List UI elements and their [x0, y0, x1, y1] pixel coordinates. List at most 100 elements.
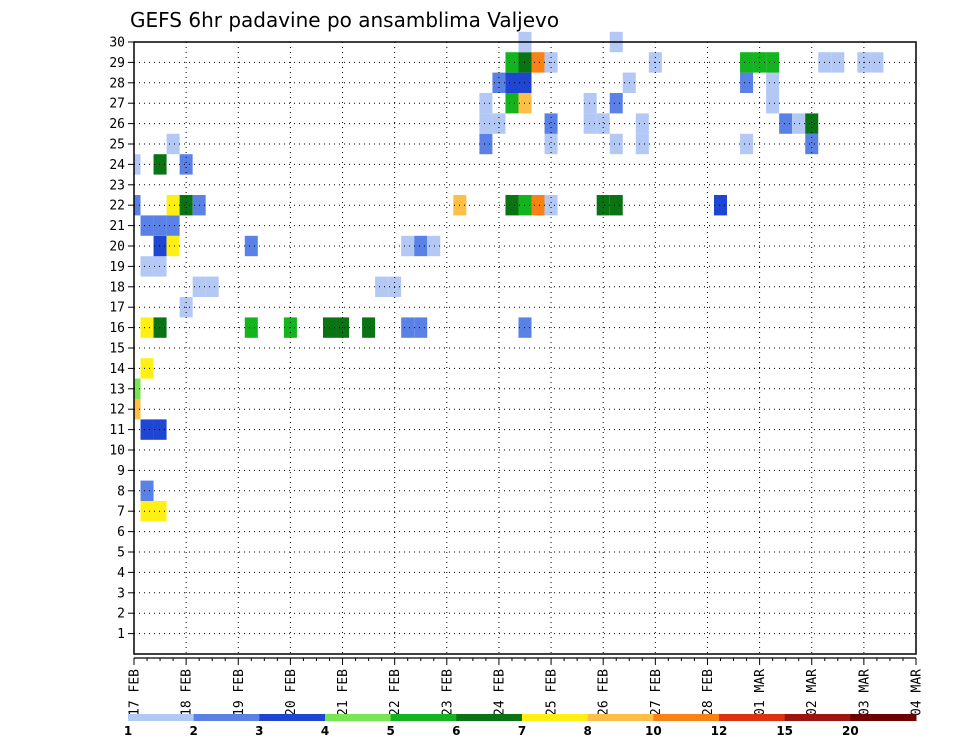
heatmap-cell [134, 378, 141, 399]
heatmap-cell [479, 113, 493, 134]
x-tick-label: 24 FEB [492, 669, 507, 716]
heatmap-cell [401, 235, 415, 257]
heatmap-cell [140, 480, 154, 501]
heatmap-cell [140, 358, 154, 379]
x-tick-label: 01 MAR [753, 669, 768, 716]
x-tick-label: 03 MAR [857, 669, 872, 716]
heatmap-cell [134, 399, 141, 420]
y-tick-label: 25 [109, 138, 125, 153]
heatmap-cell [870, 52, 884, 73]
heatmap-cell [766, 52, 780, 73]
y-tick-label: 13 [109, 382, 125, 397]
colorbar-segment [390, 714, 457, 721]
colorbar-label: 8 [583, 724, 591, 738]
y-tick-label: 27 [109, 97, 125, 112]
heatmap-cell [505, 93, 519, 114]
x-tick-label: 04 MAR [910, 669, 925, 716]
colorbar-label: 20 [842, 724, 859, 738]
colorbar-label: 10 [645, 724, 662, 738]
colorbar-segment [325, 714, 392, 721]
y-tick-label: 16 [109, 321, 125, 336]
colorbar-segment [456, 714, 523, 721]
heatmap-cell [609, 133, 623, 155]
colorbar: 1 2 3 4 5 6 7 8 10 12 15 20 [124, 714, 917, 738]
x-tick-label: 23 FEB [440, 669, 455, 716]
heatmap-cell [505, 52, 519, 73]
heatmap-cell [531, 195, 545, 216]
y-tick-label: 21 [109, 219, 125, 234]
heatmap-cell [505, 72, 519, 93]
y-tick-label: 26 [109, 117, 125, 132]
colorbar-label: 5 [386, 724, 394, 738]
heatmap-cell [831, 52, 845, 73]
heatmap-cell [362, 317, 376, 338]
heatmap-cell [244, 317, 258, 338]
y-tick-label: 2 [117, 607, 125, 622]
heatmap-cell [153, 419, 167, 440]
colorbar-segment [587, 714, 654, 721]
y-tick-label: 28 [109, 76, 125, 91]
heatmap-cell [166, 215, 180, 236]
heatmap-cell [166, 195, 180, 216]
colorbar-segment [522, 714, 589, 721]
x-tick-label: 26 FEB [597, 669, 612, 716]
heatmap-cell [140, 501, 154, 522]
y-tick-label: 30 [109, 36, 125, 51]
colorbar-label: 4 [321, 724, 329, 738]
heatmap-cell [153, 235, 167, 257]
y-tick-label: 11 [109, 423, 125, 438]
heatmap-cell [596, 113, 610, 134]
heatmap-cell [713, 195, 728, 216]
colorbar-label: 15 [776, 724, 793, 738]
heatmap-cell [140, 317, 154, 338]
heatmap-cell [153, 317, 167, 338]
heatmap-cell [596, 195, 610, 216]
y-tick-label: 3 [117, 586, 125, 601]
heatmap-cell [583, 93, 597, 114]
heatmap-cell [179, 195, 193, 216]
x-tick-label: 22 FEB [388, 669, 403, 716]
y-tick-label: 7 [117, 505, 125, 520]
heatmap-cell [544, 133, 558, 155]
y-tick-label: 5 [117, 546, 125, 561]
heatmap-cell [427, 235, 441, 257]
y-tick-label: 14 [109, 362, 125, 377]
x-tick-label: 19 FEB [232, 669, 247, 716]
heatmap-cell [414, 317, 428, 338]
y-tick-label: 12 [109, 403, 125, 418]
colorbar-segment [128, 714, 195, 721]
heatmap-cell [635, 113, 649, 134]
y-tick-label: 20 [109, 240, 125, 255]
x-tick-label: 27 FEB [649, 669, 664, 716]
heatmap-cell [153, 154, 167, 175]
heatmap-cell [140, 419, 154, 440]
x-tick-label: 20 FEB [284, 669, 299, 716]
heatmap-cell [740, 52, 754, 73]
heatmap-cell [153, 256, 167, 277]
colorbar-label: 12 [711, 724, 728, 738]
heatmap-cell [805, 133, 819, 155]
heatmap-cell [205, 276, 219, 297]
heatmap-cell [166, 133, 180, 155]
x-tick-label: 02 MAR [805, 669, 820, 716]
heatmap-cell [609, 93, 623, 114]
colorbar-segment [653, 714, 720, 721]
heatmap-cell [179, 154, 193, 175]
heatmap-cell [805, 113, 819, 134]
heatmap-cell [492, 113, 506, 134]
y-tick-label: 17 [109, 301, 125, 316]
heatmap-cell [766, 72, 780, 93]
heatmap-cell [505, 195, 519, 216]
colorbar-label: 7 [518, 724, 526, 738]
heatmap-cell [609, 195, 623, 216]
heatmap-cell [531, 52, 545, 73]
colorbar-label: 2 [189, 724, 197, 738]
heatmap-cell [140, 256, 154, 277]
heatmap-cell [153, 501, 167, 522]
heatmap-cell [153, 215, 167, 236]
heatmap-cell [134, 195, 141, 216]
x-tick-label: 21 FEB [336, 669, 351, 716]
heatmap-cell [792, 113, 806, 134]
cells-layer [134, 31, 884, 522]
